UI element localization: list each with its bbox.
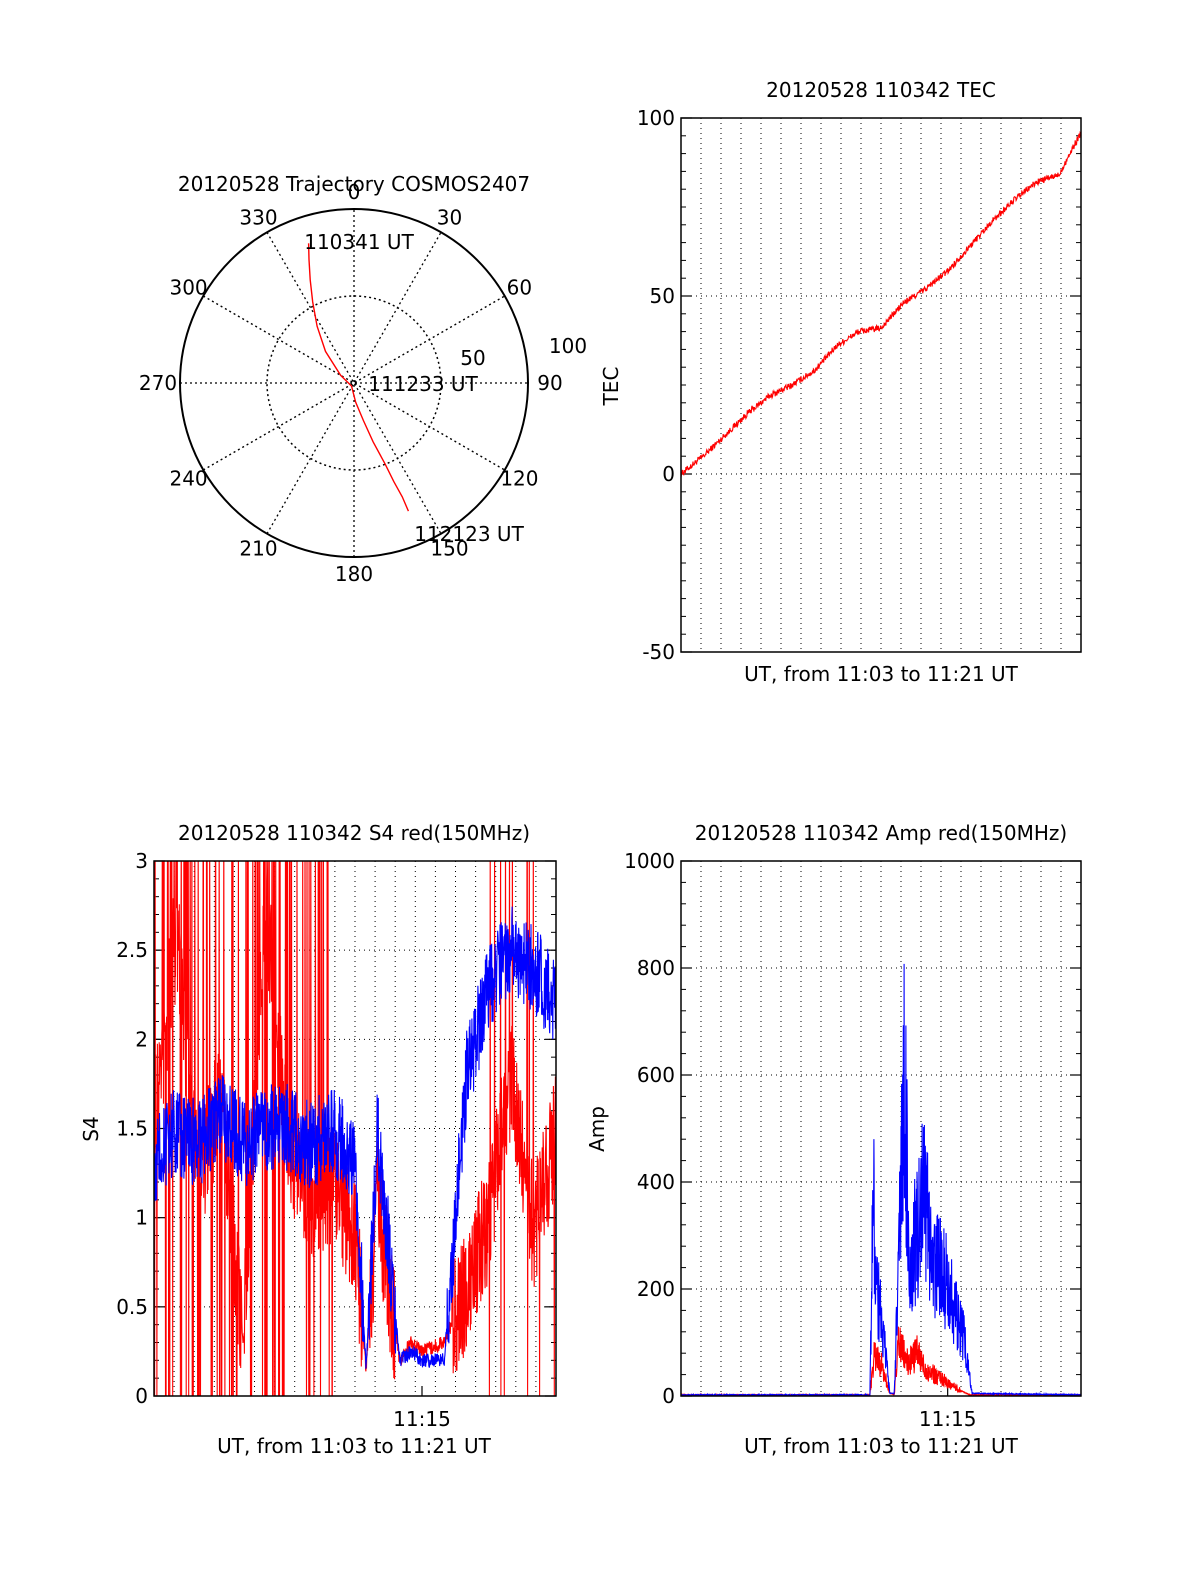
polar-spoke-line [266, 231, 442, 535]
y-tick-label: 2.5 [116, 938, 148, 962]
polar-angle-label: 120 [500, 467, 538, 491]
x-tick-label: 11:15 [919, 1407, 977, 1431]
polar-angle-label: 210 [239, 536, 277, 560]
polar-start-annotation: 110341 UT [304, 230, 414, 254]
amp-ylabel: Amp [585, 1106, 609, 1152]
s4-panel: 20120528 110342 S4 red(150MHz) UT, from … [79, 821, 557, 1458]
polar-angle-label: 240 [169, 467, 207, 491]
y-tick-label: 3 [135, 849, 148, 873]
series-group [154, 861, 556, 1396]
polar-angle-label: 30 [437, 206, 462, 230]
y-tick-label: 1 [135, 1206, 148, 1230]
polar-angle-label: 90 [537, 371, 562, 395]
polar-spoke-line [202, 295, 506, 471]
plot-frame [680, 860, 1082, 1397]
series-line-red [681, 130, 1081, 478]
plot-frame [153, 860, 557, 1397]
y-tick-label: -50 [642, 640, 675, 664]
polar-angle-label: 270 [139, 371, 177, 395]
polar-title: 20120528 Trajectory COSMOS2407 [178, 172, 530, 196]
polar-inner-ring [266, 295, 442, 471]
series-line-blue [154, 906, 556, 1369]
y-tick-label: 1.5 [116, 1117, 148, 1141]
y-tick-label: 0.5 [116, 1295, 148, 1319]
series-line-red [154, 861, 556, 1396]
polar-trajectory-panel: 20120528 Trajectory COSMOS2407 0 30 60 90 12… [139, 172, 587, 586]
polar-angle-label: 330 [239, 206, 277, 230]
s4-xlabel: UT, from 11:03 to 11:21 UT [217, 1434, 492, 1458]
y-tick-label: 400 [637, 1170, 675, 1194]
series-line-blue [681, 963, 1081, 1396]
series-group [681, 963, 1081, 1396]
tec-panel: 20120528 110342 TEC UT, from 11:03 to 11… [599, 78, 1082, 686]
polar-end-annotation: 112123 UT [414, 522, 524, 546]
polar-middle-annotation: 111233 UT [368, 372, 478, 396]
tec-ylabel: TEC [599, 367, 623, 407]
y-tick-label: 0 [135, 1384, 148, 1408]
polar-angle-label: 60 [507, 276, 532, 300]
x-tick-label: 11:15 [393, 1407, 451, 1431]
polar-spoke-line [266, 231, 442, 535]
polar-trajectory-line [307, 243, 410, 512]
y-tick-label: 50 [650, 284, 675, 308]
y-tick-label: 0 [662, 462, 675, 486]
y-tick-label: 600 [637, 1063, 675, 1087]
y-tick-label: 1000 [624, 849, 675, 873]
tec-title: 20120528 110342 TEC [766, 78, 996, 102]
plot-frame [680, 117, 1082, 653]
y-tick-label: 100 [637, 106, 675, 130]
polar-spoke-line [202, 295, 506, 471]
polar-radial-label: 100 [549, 334, 587, 358]
polar-radial-label: 50 [460, 346, 485, 370]
amp-title: 20120528 110342 Amp red(150MHz) [695, 821, 1067, 845]
polar-outer-ring [179, 208, 529, 558]
s4-ylabel: S4 [79, 1116, 103, 1141]
polar-angle-label: 180 [335, 562, 373, 586]
polar-angle-label: 300 [169, 276, 207, 300]
polar-angle-label: 150 [430, 536, 468, 560]
y-tick-label: 0 [662, 1384, 675, 1408]
s4-title: 20120528 110342 S4 red(150MHz) [178, 821, 530, 845]
amp-panel: 20120528 110342 Amp red(150MHz) UT, from… [585, 821, 1082, 1458]
amp-xlabel: UT, from 11:03 to 11:21 UT [744, 1434, 1019, 1458]
y-tick-label: 800 [637, 956, 675, 980]
series-group [681, 130, 1081, 478]
y-tick-label: 200 [637, 1277, 675, 1301]
y-tick-label: 2 [135, 1027, 148, 1051]
polar-angle-label: 0 [348, 180, 361, 204]
tec-xlabel: UT, from 11:03 to 11:21 UT [744, 662, 1019, 686]
